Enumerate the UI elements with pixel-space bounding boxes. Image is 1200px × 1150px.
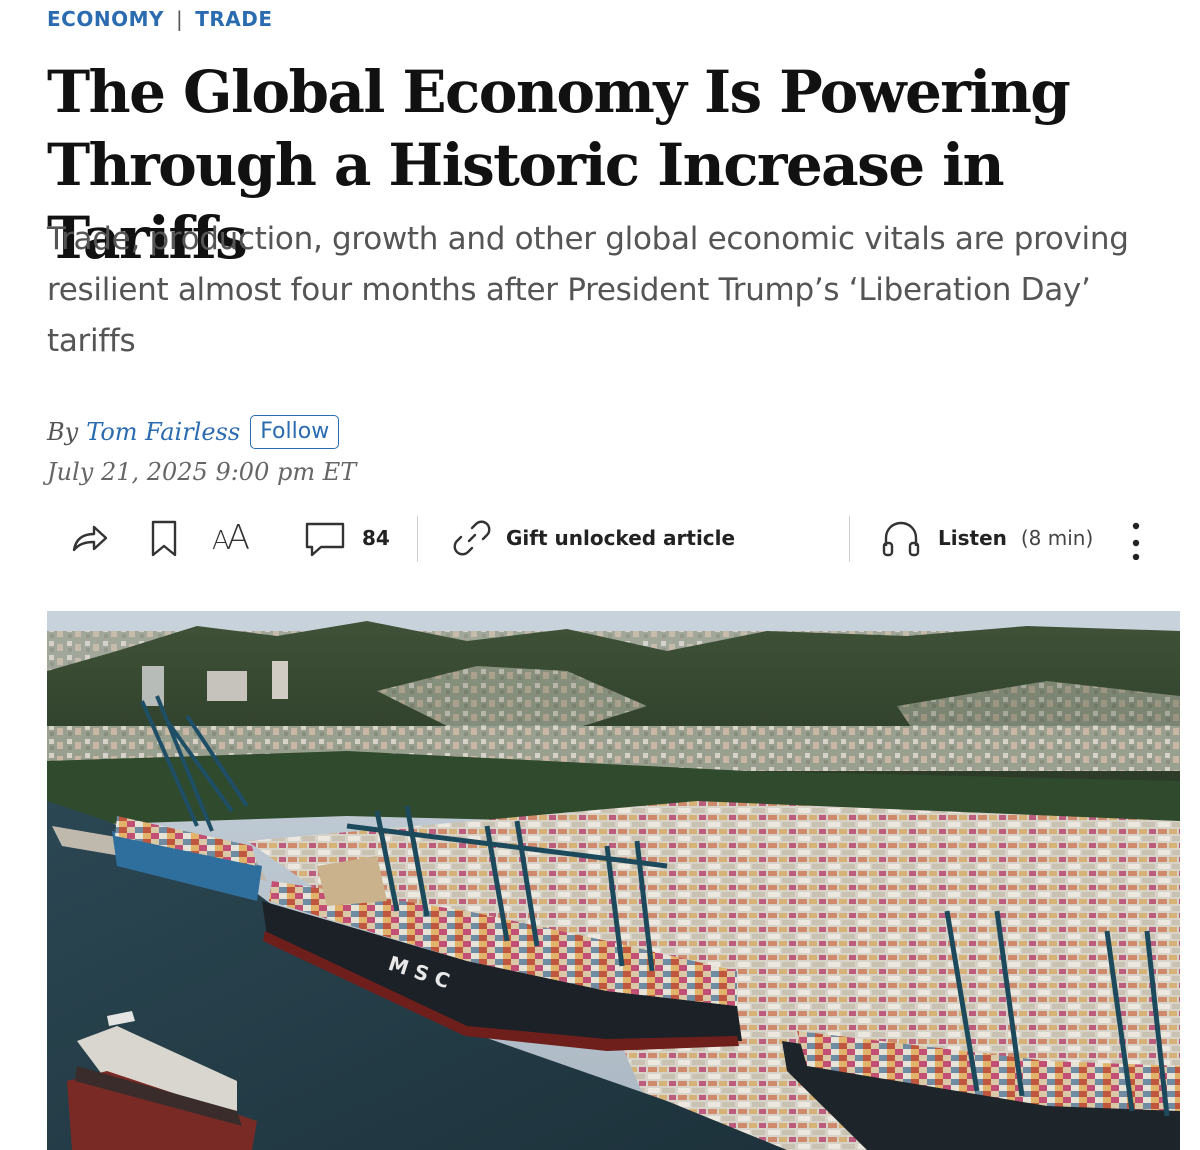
headphones-icon xyxy=(882,521,920,557)
comment-count: 84 xyxy=(362,526,390,550)
breadcrumb-separator: | xyxy=(175,7,184,31)
text-size-icon: AA xyxy=(212,518,250,558)
hero-image: M S C xyxy=(47,611,1180,1150)
more-options-button[interactable] xyxy=(1122,510,1150,566)
comments-button[interactable]: 84 xyxy=(302,510,390,566)
breadcrumb-economy[interactable]: ECONOMY xyxy=(47,7,164,31)
breadcrumb: ECONOMY | TRADE xyxy=(47,4,273,34)
gift-article-label: Gift unlocked article xyxy=(506,526,736,550)
bookmark-button[interactable] xyxy=(146,510,182,566)
listen-button[interactable]: Listen (8 min) xyxy=(880,510,1093,566)
byline-prefix: By xyxy=(47,418,79,446)
toolbar-divider xyxy=(417,516,418,562)
author-link[interactable]: Tom Fairless xyxy=(86,418,241,446)
publish-date: July 21, 2025 9:00 pm ET xyxy=(47,458,357,486)
toolbar-divider xyxy=(849,516,850,562)
article-toolbar: AA 84 Gift unlocked article Listen (8 mi… xyxy=(0,510,1200,566)
listen-label: Listen xyxy=(938,526,1007,550)
link-icon xyxy=(453,520,491,556)
share-arrow-icon xyxy=(72,525,108,552)
article-headline: The Global Economy Is Powering Through a… xyxy=(47,58,1071,272)
article-dek: Trade, production, growth and other glob… xyxy=(47,221,1129,359)
gift-article-button[interactable]: Gift unlocked article xyxy=(450,510,735,566)
byline: By Tom Fairless Follow xyxy=(47,412,340,452)
follow-author-button[interactable]: Follow xyxy=(250,415,340,449)
listen-duration: (8 min) xyxy=(1020,526,1094,550)
port-aerial-photo: M S C xyxy=(47,611,1180,1150)
more-vertical-icon xyxy=(1132,522,1140,560)
breadcrumb-trade[interactable]: TRADE xyxy=(195,7,273,31)
text-size-button[interactable]: AA xyxy=(212,510,250,566)
share-button[interactable] xyxy=(68,510,112,566)
comment-icon xyxy=(305,522,345,557)
bookmark-icon xyxy=(151,520,177,557)
